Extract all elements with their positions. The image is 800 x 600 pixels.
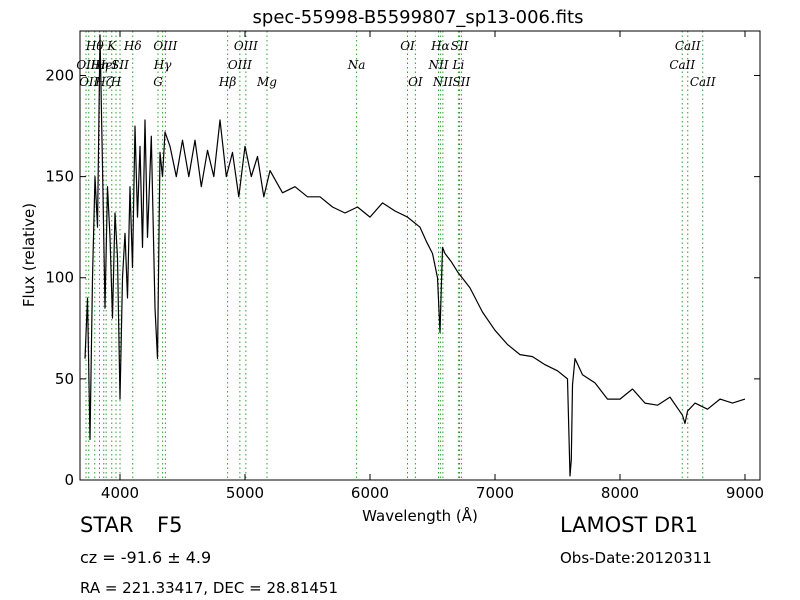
marker-label-26: CaII (669, 58, 695, 72)
emission-line-labels: OIIOIIHθHηHζHeIKHSIIHδGHγOIIIHβOIIIOIIIM… (76, 39, 716, 89)
marker-label-10: G (153, 75, 163, 89)
emission-line-markers (85, 31, 704, 480)
x-axis-ticks: 4000 5000 6000 7000 8000 9000 (101, 31, 764, 502)
x-axis-label: Wavelength (Å) (362, 506, 478, 525)
survey-label: LAMOST DR1 (560, 513, 699, 537)
x-tick-label-2: 6000 (351, 484, 389, 502)
chart-title: spec-55998-B5599807_sp13-006.fits (253, 7, 584, 28)
y-tick-label-4: 200 (45, 66, 74, 84)
marker-label-28: CaII (690, 75, 716, 89)
marker-label-21: Hα (430, 39, 450, 53)
spectrum-series-line (84, 34, 746, 477)
marker-label-24: SII (451, 39, 469, 53)
y-tick-label-2: 100 (45, 269, 74, 287)
x-tick-label-5: 9000 (726, 484, 764, 502)
marker-label-6: K (106, 39, 117, 53)
plot-area-frame (79, 30, 761, 481)
y-axis-ticks: 0 50 100 150 200 (45, 66, 760, 489)
marker-label-17: Na (347, 58, 366, 72)
marker-label-23: Li (451, 58, 464, 72)
marker-label-18: OI (400, 39, 415, 53)
marker-label-27: CaII (675, 39, 701, 53)
marker-label-13: Hβ (218, 75, 236, 89)
marker-label-0: OII (76, 58, 96, 72)
x-tick-label-0: 4000 (101, 484, 139, 502)
marker-label-1: OII (79, 75, 99, 89)
marker-label-9: Hδ (123, 39, 142, 53)
marker-label-16: Mg (256, 75, 277, 89)
y-tick-label-0: 0 (64, 471, 74, 489)
y-tick-label-3: 150 (45, 168, 74, 186)
marker-label-11: Hγ (153, 58, 172, 72)
marker-label-19: OI (408, 75, 423, 89)
marker-label-12: OIII (153, 39, 177, 53)
marker-label-20: NII (428, 58, 449, 72)
x-tick-label-3: 7000 (476, 484, 514, 502)
marker-label-22: NII (432, 75, 453, 89)
marker-label-15: OIII (234, 39, 258, 53)
marker-label-14: OIII (228, 58, 252, 72)
marker-label-25: SII (453, 75, 471, 89)
marker-label-2: Hθ (85, 39, 104, 53)
object-class-label: STAR (80, 513, 134, 537)
redshift-label: cz = -91.6 ± 4.9 (80, 548, 212, 567)
x-tick-label-4: 8000 (601, 484, 639, 502)
marker-label-7: H (110, 75, 122, 89)
object-subclass-label: F5 (157, 513, 183, 537)
y-tick-label-1: 50 (55, 370, 74, 388)
marker-label-8: SII (111, 58, 129, 72)
x-tick-label-1: 5000 (226, 484, 264, 502)
observation-date-label: Obs-Date:20120311 (560, 549, 712, 567)
y-axis-label: Flux (relative) (20, 203, 38, 307)
coordinates-label: RA = 221.33417, DEC = 28.81451 (80, 579, 339, 597)
